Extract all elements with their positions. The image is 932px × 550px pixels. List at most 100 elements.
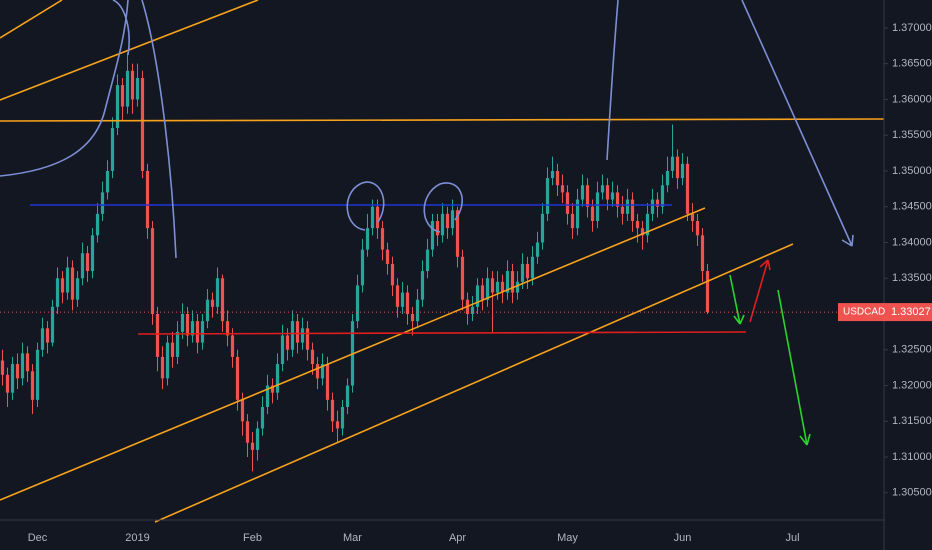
y-tick-label: 1.31500	[892, 415, 932, 427]
candle-body	[600, 185, 605, 193]
candle-body	[480, 285, 485, 300]
candle-body	[515, 281, 520, 293]
candle-body	[15, 364, 20, 379]
candle-body	[45, 328, 50, 343]
candle-body	[485, 278, 490, 300]
candle-body	[405, 292, 410, 315]
channel-line	[0, 207, 706, 501]
candle-body	[25, 353, 30, 372]
candle-body	[120, 85, 125, 107]
candle-body	[0, 360, 5, 375]
candle-body	[385, 249, 390, 264]
arrow	[777, 289, 811, 446]
candle-body	[455, 210, 460, 257]
candle-body	[295, 321, 300, 343]
candle-body	[400, 292, 405, 307]
y-tick-label: 1.35000	[892, 165, 932, 177]
candle-body	[335, 421, 340, 429]
candle-body	[690, 213, 695, 222]
candle-body	[320, 364, 325, 379]
drawings	[0, 0, 885, 523]
candle-body	[500, 281, 505, 293]
y-tick-label: 1.32000	[892, 379, 932, 391]
candle-body	[595, 192, 600, 222]
candle-body	[580, 185, 585, 200]
candle-body	[525, 263, 530, 279]
candle-body	[435, 221, 440, 236]
candle-body	[220, 278, 225, 322]
candle-body	[565, 192, 570, 214]
candle-body	[675, 156, 680, 179]
candle-body	[255, 428, 260, 450]
x-tick-label: Mar	[343, 532, 362, 544]
candle-body	[420, 271, 425, 300]
candle-body	[540, 213, 545, 243]
axes: 1.30500 1.31000 1.31500 1.32000 1.32500 1.330…	[0, 22, 932, 544]
freehand	[0, 0, 130, 177]
candle-body	[390, 263, 395, 286]
candle-body	[95, 213, 100, 236]
x-tick-label: 2019	[125, 532, 149, 544]
candle-body	[560, 185, 565, 193]
candle-body	[150, 228, 155, 315]
x-tick-label: May	[557, 532, 578, 544]
candle-body	[5, 374, 10, 393]
candle-body	[660, 185, 665, 207]
candle-body	[130, 70, 135, 100]
channel-line	[154, 243, 794, 523]
candle-body	[145, 170, 150, 229]
candle-body	[280, 335, 285, 365]
candle-body	[330, 399, 335, 422]
candle-body	[695, 221, 700, 236]
candle-body	[245, 421, 250, 443]
y-tick-label: 1.31000	[892, 451, 932, 463]
candle-body	[185, 314, 190, 336]
candle-body	[665, 170, 670, 186]
candle-body	[55, 278, 60, 307]
candle-body	[635, 221, 640, 229]
candle-body	[360, 249, 365, 286]
candle-body	[300, 328, 305, 343]
candle-body	[475, 285, 480, 307]
candle-body	[505, 271, 510, 293]
candle-body	[340, 406, 345, 429]
x-tick-label: Jul	[785, 532, 799, 544]
y-tick-label: 1.36000	[892, 93, 932, 105]
candle-body	[200, 321, 205, 343]
y-tick-label: 1.32500	[892, 344, 932, 356]
candle-body	[355, 285, 360, 322]
candle-body	[395, 285, 400, 307]
candle-body	[135, 77, 140, 100]
price-badge	[838, 303, 932, 322]
freehand	[606, 0, 619, 161]
candle-body	[625, 199, 630, 214]
candle-body	[495, 281, 500, 293]
candle-body	[700, 235, 705, 272]
candle-body	[650, 199, 655, 214]
candle-body	[260, 406, 265, 429]
candle-body	[375, 206, 380, 229]
candle-body	[520, 263, 525, 282]
support-line	[137, 331, 747, 335]
candle-body	[180, 314, 185, 332]
candle-body	[210, 299, 215, 307]
candle-body	[250, 442, 255, 450]
candle-body	[10, 364, 15, 393]
last-price-label: 1.33027	[891, 306, 931, 318]
candle-body	[705, 271, 710, 313]
candle-body	[65, 267, 70, 293]
candle-body	[645, 213, 650, 236]
candle-body	[205, 299, 210, 322]
candle-body	[75, 278, 80, 300]
candle-body	[345, 385, 350, 407]
candle-body	[490, 278, 495, 293]
candle-body	[550, 170, 555, 179]
candle-body	[655, 199, 660, 207]
candle-body	[535, 242, 540, 257]
candle-body	[165, 342, 170, 379]
candle-body	[615, 192, 620, 207]
x-tick-label: Dec	[28, 532, 48, 544]
y-tick-label: 1.36500	[892, 58, 932, 70]
candle-body	[265, 385, 270, 407]
candle-body	[460, 256, 465, 300]
